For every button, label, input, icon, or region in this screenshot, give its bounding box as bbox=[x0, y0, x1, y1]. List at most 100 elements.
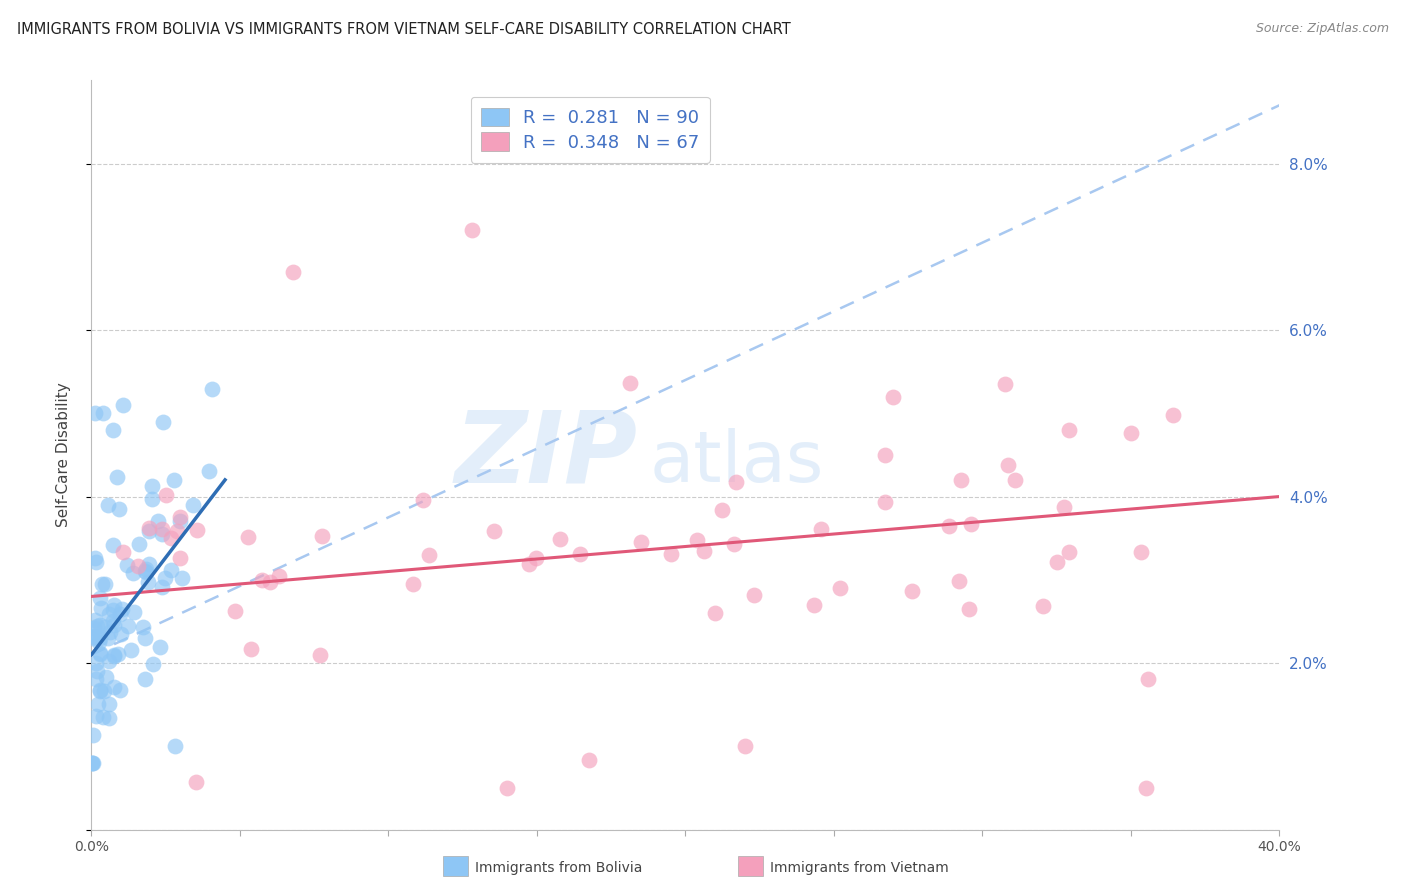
Point bbox=[97, 697, 120, 711]
Point bbox=[84, 656, 107, 670]
Point bbox=[704, 607, 727, 621]
Point bbox=[89, 683, 111, 698]
Point bbox=[524, 550, 547, 565]
Point bbox=[122, 566, 145, 580]
Point bbox=[201, 382, 224, 396]
Point bbox=[97, 710, 120, 724]
Point bbox=[82, 728, 104, 742]
Point bbox=[938, 518, 960, 533]
Point bbox=[1053, 500, 1076, 514]
Point bbox=[460, 223, 482, 237]
Point bbox=[101, 602, 124, 616]
Point bbox=[84, 709, 107, 723]
Point bbox=[742, 588, 765, 602]
Point bbox=[82, 756, 104, 770]
Point bbox=[134, 672, 156, 686]
Point bbox=[155, 487, 177, 501]
Point bbox=[94, 619, 117, 633]
Point bbox=[875, 495, 897, 509]
Point bbox=[259, 574, 281, 589]
Point bbox=[569, 547, 592, 561]
Point bbox=[91, 577, 114, 591]
Point bbox=[153, 571, 176, 585]
Point bbox=[149, 640, 172, 654]
Point bbox=[901, 584, 924, 599]
Point bbox=[107, 647, 129, 661]
Point bbox=[950, 474, 973, 488]
Point bbox=[89, 632, 111, 646]
Point bbox=[138, 557, 160, 571]
Point bbox=[127, 559, 149, 574]
Point bbox=[86, 698, 108, 712]
Point bbox=[309, 648, 332, 663]
Point bbox=[240, 642, 263, 657]
Point bbox=[1129, 545, 1152, 559]
Point bbox=[1163, 409, 1185, 423]
Point bbox=[496, 780, 519, 795]
Point bbox=[734, 739, 756, 754]
Point bbox=[1136, 672, 1159, 686]
Text: Immigrants from Vietnam: Immigrants from Vietnam bbox=[770, 861, 949, 875]
Point bbox=[163, 473, 186, 487]
Point bbox=[181, 498, 204, 512]
Point bbox=[112, 545, 135, 559]
Point bbox=[94, 670, 117, 684]
Point bbox=[82, 756, 104, 770]
Point bbox=[169, 551, 191, 566]
Point bbox=[630, 535, 652, 549]
Point bbox=[132, 619, 155, 633]
Point bbox=[152, 415, 174, 429]
Point bbox=[91, 406, 114, 420]
Point bbox=[87, 635, 110, 649]
Point bbox=[828, 581, 851, 595]
Point bbox=[1121, 426, 1143, 441]
Point bbox=[84, 672, 107, 686]
Point bbox=[97, 631, 120, 645]
Point bbox=[80, 756, 103, 770]
Point bbox=[283, 265, 305, 279]
Point bbox=[135, 565, 157, 579]
Point bbox=[93, 684, 115, 698]
Point bbox=[224, 604, 246, 618]
Point bbox=[402, 577, 425, 591]
Point bbox=[724, 475, 747, 489]
Point bbox=[169, 510, 191, 524]
Point bbox=[160, 532, 183, 546]
Point bbox=[89, 618, 111, 632]
Point bbox=[311, 529, 333, 543]
Point bbox=[141, 491, 163, 506]
Point bbox=[117, 619, 139, 633]
Point bbox=[101, 423, 124, 437]
Point bbox=[1032, 599, 1054, 614]
Point bbox=[122, 605, 145, 619]
Point bbox=[1046, 555, 1069, 569]
Text: ZIP: ZIP bbox=[456, 407, 638, 503]
Point bbox=[619, 376, 641, 391]
Point bbox=[135, 562, 157, 576]
Point bbox=[169, 514, 191, 528]
Point bbox=[84, 551, 107, 566]
Point bbox=[89, 591, 111, 606]
Point bbox=[111, 602, 134, 616]
Point bbox=[103, 618, 125, 632]
Point bbox=[84, 613, 107, 627]
Point bbox=[578, 754, 600, 768]
Point bbox=[84, 406, 107, 420]
Point bbox=[236, 530, 259, 544]
Point bbox=[723, 537, 745, 551]
Point bbox=[108, 682, 131, 697]
Point bbox=[957, 601, 980, 615]
Point bbox=[134, 631, 156, 645]
Text: Source: ZipAtlas.com: Source: ZipAtlas.com bbox=[1256, 22, 1389, 36]
Point bbox=[128, 537, 150, 551]
Point bbox=[101, 538, 124, 552]
Point bbox=[142, 657, 165, 671]
Point bbox=[103, 614, 125, 628]
Point bbox=[83, 629, 105, 643]
Point bbox=[98, 654, 121, 668]
Point bbox=[83, 621, 105, 635]
Point bbox=[1135, 780, 1157, 795]
Text: IMMIGRANTS FROM BOLIVIA VS IMMIGRANTS FROM VIETNAM SELF-CARE DISABILITY CORRELAT: IMMIGRANTS FROM BOLIVIA VS IMMIGRANTS FR… bbox=[17, 22, 790, 37]
Legend: R =  0.281   N = 90, R =  0.348   N = 67: R = 0.281 N = 90, R = 0.348 N = 67 bbox=[471, 97, 710, 162]
Y-axis label: Self-Care Disability: Self-Care Disability bbox=[56, 383, 70, 527]
